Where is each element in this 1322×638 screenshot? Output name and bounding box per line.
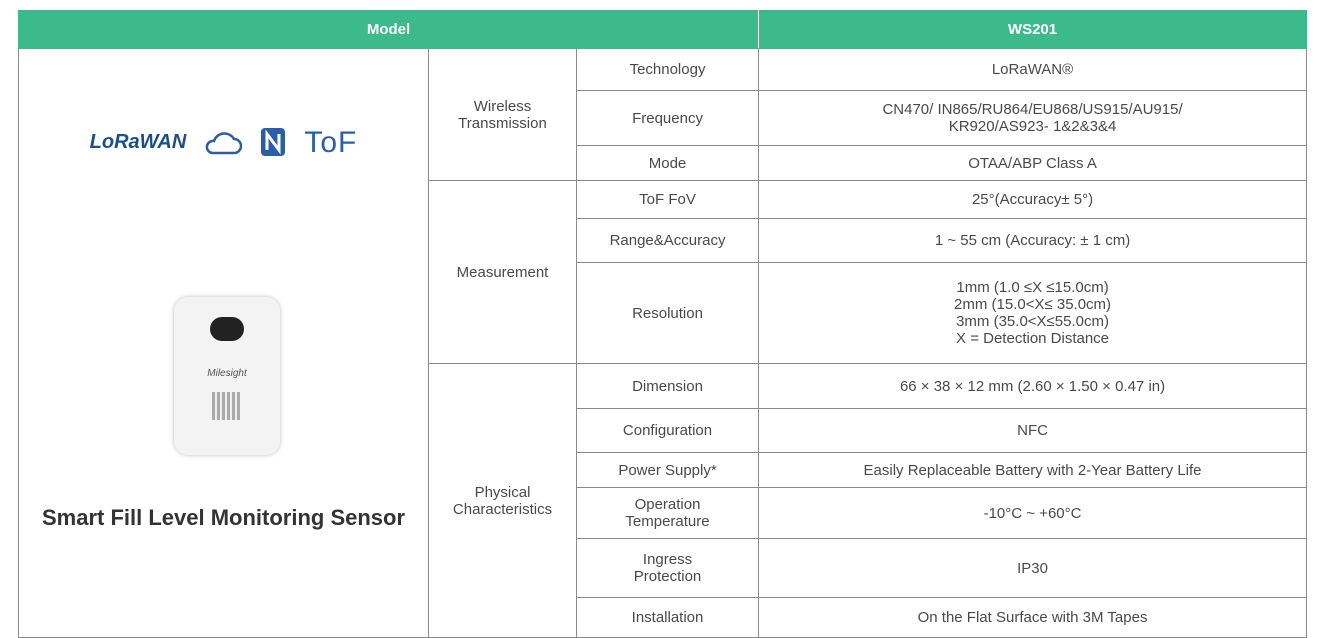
spec-row: Measurement ToF FoV 25°(Accuracy± 5°) xyxy=(19,180,1308,364)
spec-name: Installation xyxy=(575,597,760,638)
device-image: Milesight xyxy=(174,297,280,455)
spec-name: Frequency xyxy=(575,90,760,146)
spec-row: Mode OTAA/ABP Class A xyxy=(19,145,1308,181)
spec-table: Model WS201 LoRaWAN ToF Milesight Smart Fil… xyxy=(17,10,1308,638)
spec-value: IP30 xyxy=(758,538,1308,598)
spec-value: -10°C ~ +60°C xyxy=(758,487,1308,539)
spec-name: Resolution xyxy=(575,262,760,364)
spec-name: Power Supply* xyxy=(575,452,760,488)
spec-name: Configuration xyxy=(575,408,760,453)
spec-name: Range&Accuracy xyxy=(575,218,760,263)
spec-name: Operation Temperature xyxy=(575,487,760,539)
spec-name: ToF FoV xyxy=(575,180,760,219)
spec-row: Power Supply* Easily Replaceable Battery … xyxy=(19,452,1308,488)
logo-row: LoRaWAN ToF xyxy=(19,127,428,157)
spec-row: Frequency CN470/ IN865/RU864/EU868/US915/… xyxy=(19,90,1308,146)
device-qr xyxy=(212,392,240,420)
header-model: WS201 xyxy=(758,10,1308,49)
spec-value: 25°(Accuracy± 5°) xyxy=(758,180,1308,219)
tof-logo: ToF xyxy=(304,125,358,159)
group-label: Measurement xyxy=(428,180,577,364)
spec-row: LoRaWAN ToF Milesight Smart Fill Level Moni… xyxy=(18,48,1308,638)
spec-row: Installation On the Flat Surface with 3M … xyxy=(19,597,1308,638)
spec-value: LoRaWAN® xyxy=(758,48,1308,91)
product-cell: LoRaWAN ToF Milesight Smart Fill Level Moni… xyxy=(18,48,429,638)
spec-name: Ingress Protection xyxy=(575,538,760,598)
spec-name: Dimension xyxy=(575,363,760,409)
spec-row: Resolution 1mm (1.0 ≤X ≤15.0cm) 2mm (15.0… xyxy=(19,262,1308,364)
spec-row: Ingress Protection IP30 xyxy=(19,538,1308,598)
header-model-label: Model xyxy=(17,10,760,49)
spec-row: Range&Accuracy 1 ~ 55 cm (Accuracy: ± 1 c… xyxy=(19,218,1308,263)
spec-value: 1 ~ 55 cm (Accuracy: ± 1 cm) xyxy=(758,218,1308,263)
spec-value: NFC xyxy=(758,408,1308,453)
group-label: Wireless Transmission xyxy=(428,48,577,181)
spec-row: Configuration NFC xyxy=(19,408,1308,453)
header-row: Model WS201 xyxy=(17,10,1308,49)
spec-name: Technology xyxy=(575,48,760,91)
device-brand: Milesight xyxy=(207,368,247,379)
cloud-icon xyxy=(206,132,243,155)
product-title: Smart Fill Level Monitoring Sensor xyxy=(41,505,406,530)
group-label: Physical Characteristics xyxy=(428,363,577,638)
spec-value: CN470/ IN865/RU864/EU868/US915/AU915/ KR… xyxy=(758,90,1308,146)
nfc-icon xyxy=(261,128,286,156)
lorawan-logo: LoRaWAN xyxy=(89,130,187,153)
spec-value: 66 × 38 × 12 mm (2.60 × 1.50 × 0.47 in) xyxy=(758,363,1308,409)
spec-value: On the Flat Surface with 3M Tapes xyxy=(758,597,1308,638)
device-sensor xyxy=(210,317,244,341)
spec-name: Mode xyxy=(575,145,760,181)
spec-row: Physical Characteristics Dimension 66 × 38… xyxy=(19,363,1308,638)
spec-value: Easily Replaceable Battery with 2-Year B… xyxy=(758,452,1308,488)
spec-value: 1mm (1.0 ≤X ≤15.0cm) 2mm (15.0<X≤ 35.0cm… xyxy=(758,262,1308,364)
spec-value: OTAA/ABP Class A xyxy=(758,145,1308,181)
